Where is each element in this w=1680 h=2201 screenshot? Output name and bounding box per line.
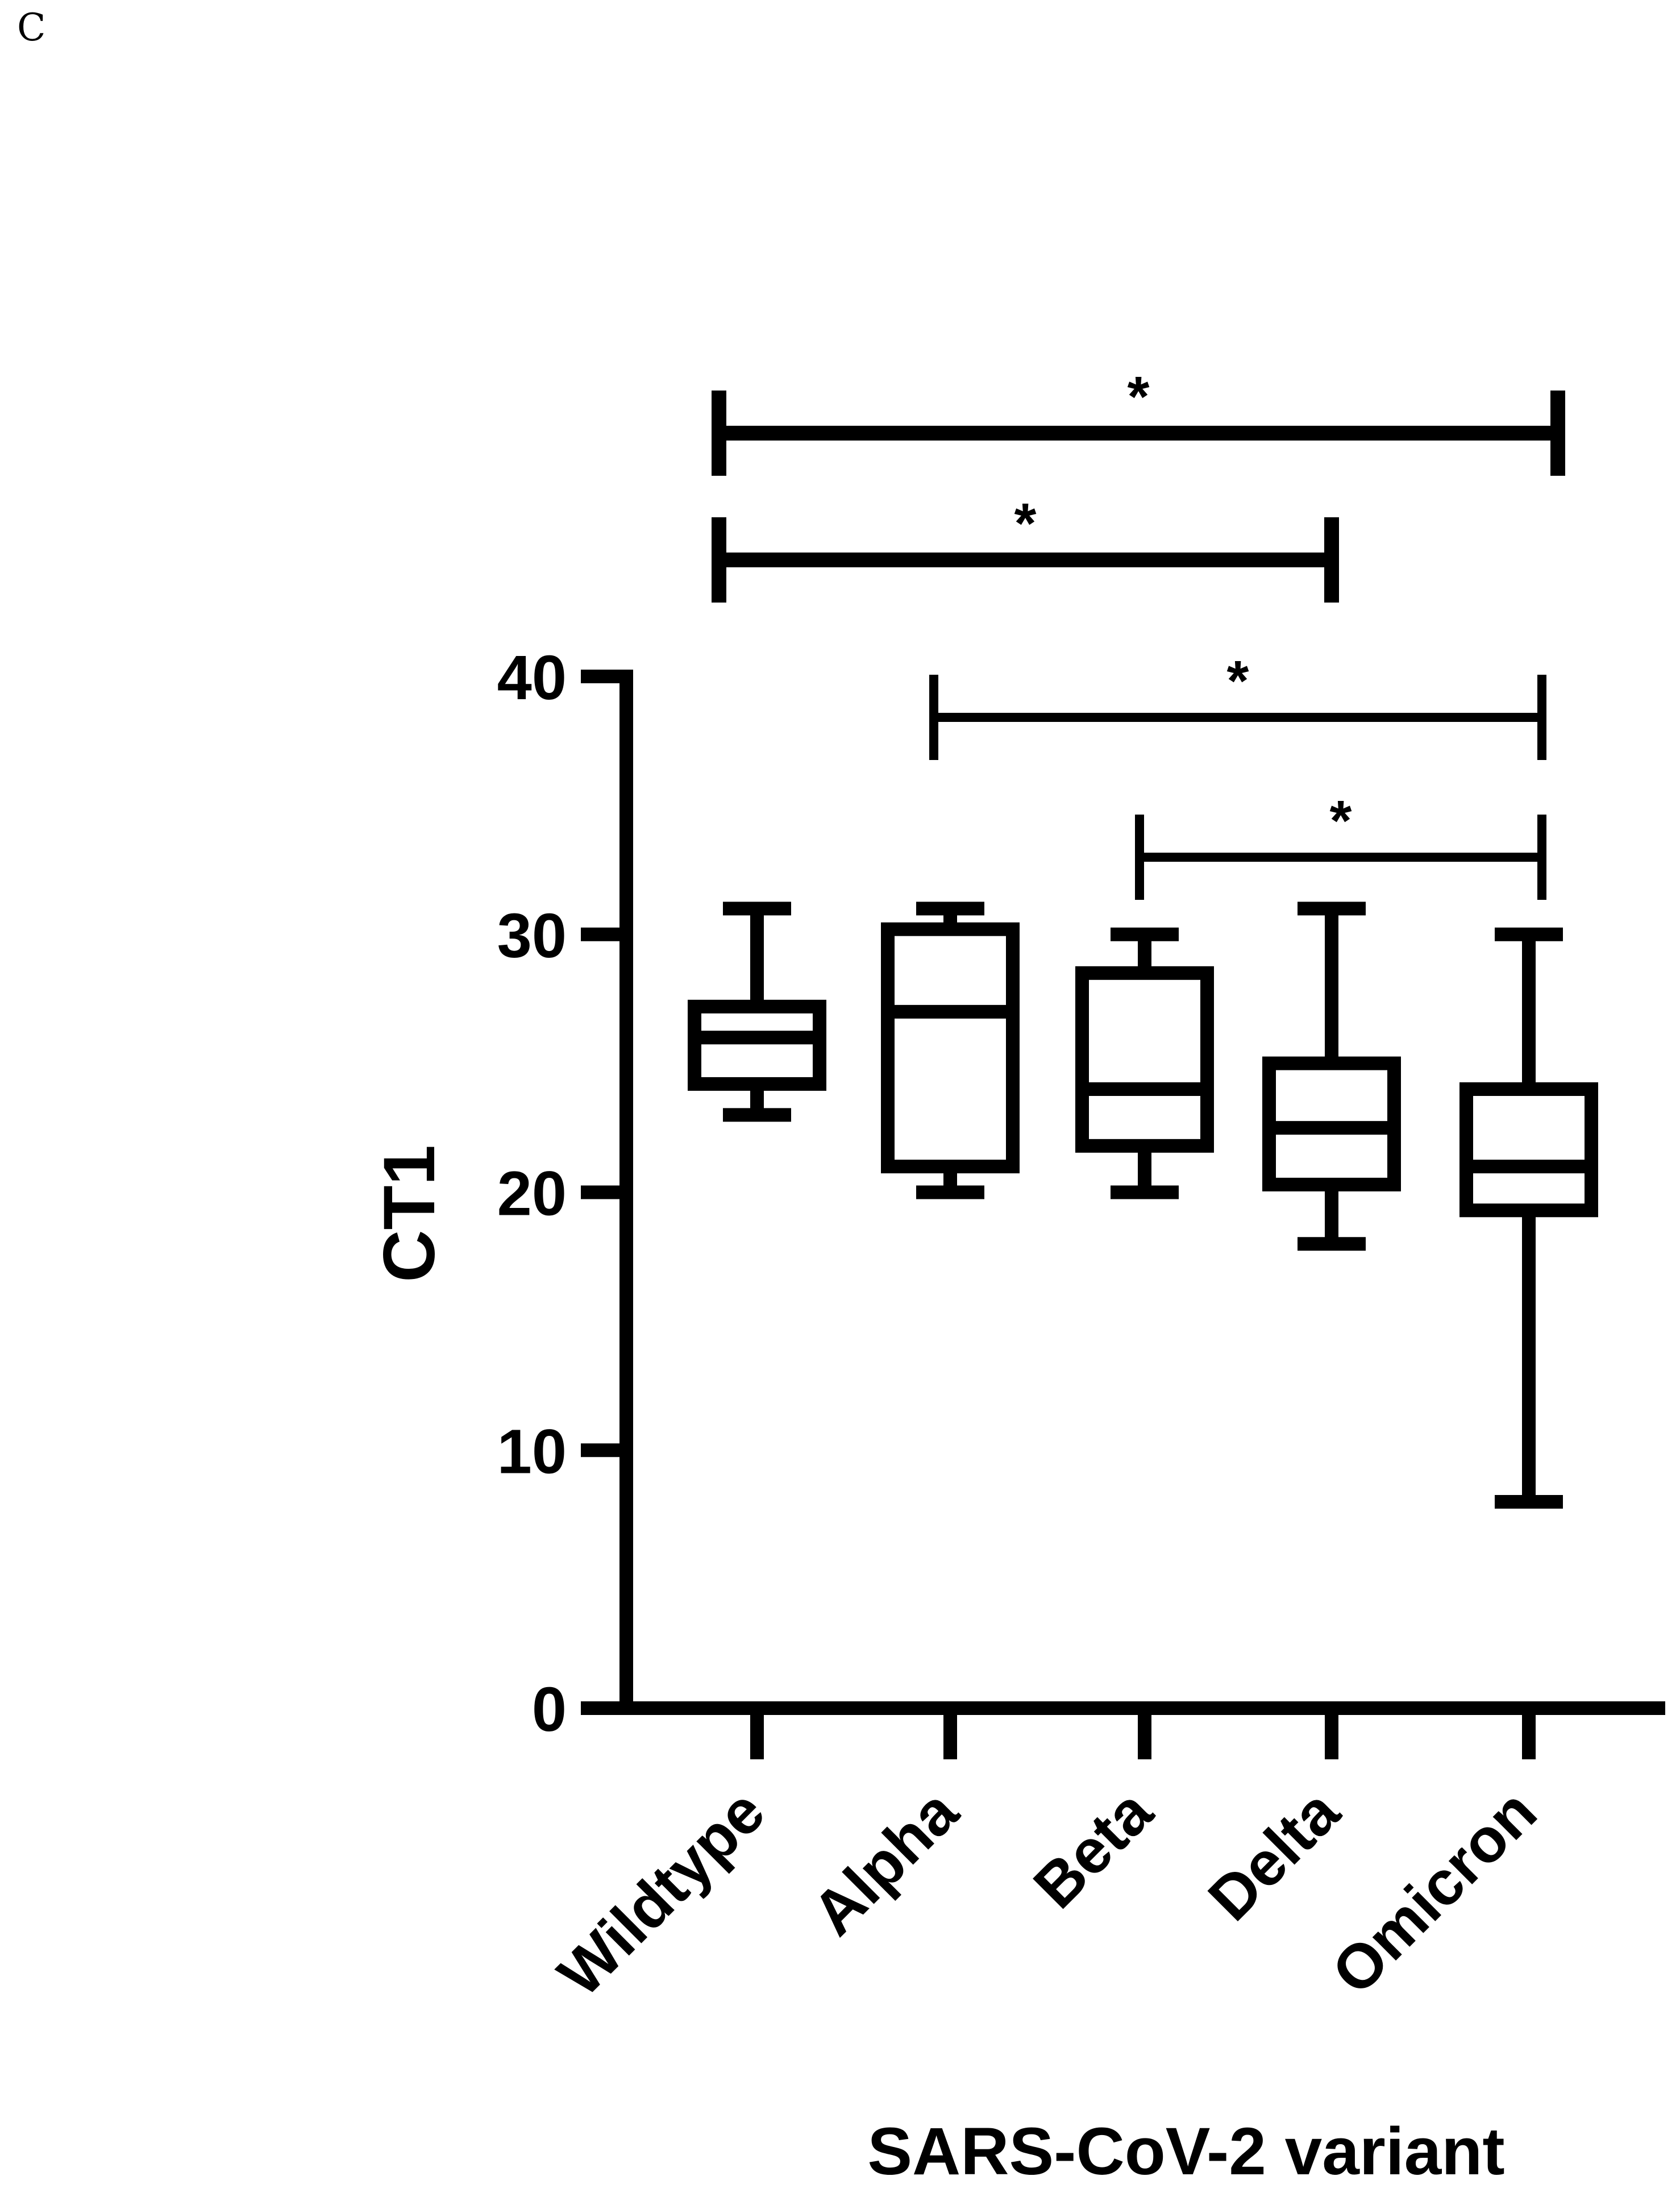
significance-bracket: * [712,365,1565,476]
significance-star: * [1128,365,1150,429]
significance-brackets: * * * * [712,365,1565,900]
x-axis-label: SARS-CoV-2 variant [867,2114,1504,2189]
significance-star: * [1227,649,1249,713]
box-wildtype [688,902,826,1122]
significance-bracket: * [929,649,1546,760]
y-tick-label: 10 [497,1417,567,1486]
box-series [688,902,1598,1509]
box-alpha [881,902,1020,1199]
y-axis-label: CT1 [369,1145,450,1282]
y-tick-label: 30 [497,901,567,971]
x-tick-label: Delta [1195,1776,1353,1934]
y-tick-label: 20 [497,1159,567,1229]
x-tick-label: Beta [1020,1776,1166,1921]
significance-star: * [1014,492,1037,555]
y-tick-label: 0 [532,1675,567,1745]
x-tick-label: Omicron [1319,1776,1550,2008]
iqr-box [1075,966,1214,1153]
y-tick-label: 40 [497,643,567,713]
iqr-box [881,922,1020,1174]
x-tick-label: Wildtype [545,1776,778,2009]
panel-label: C [17,6,46,49]
box-beta [1075,927,1214,1199]
significance-star: * [1330,789,1352,853]
significance-bracket: * [712,492,1339,603]
box-delta [1262,902,1401,1251]
iqr-box [688,999,826,1091]
box-omicron [1459,927,1598,1509]
significance-bracket: * [1135,789,1546,900]
x-tick-label: Alpha [799,1776,972,1949]
iqr-box [1459,1082,1598,1218]
